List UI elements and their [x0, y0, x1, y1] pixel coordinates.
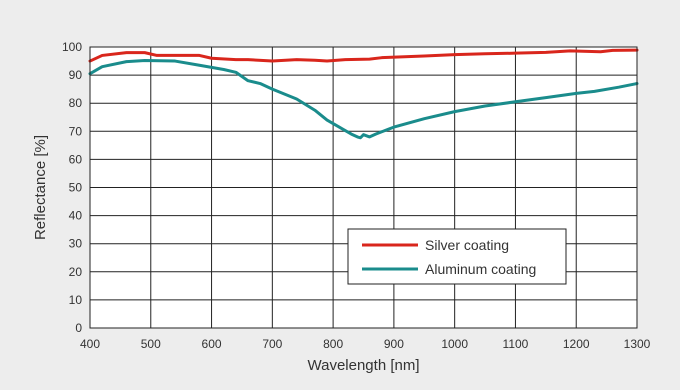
legend-label-aluminum: Aluminum coating [425, 261, 536, 277]
legend-box [347, 228, 567, 285]
y-tick-label: 40 [69, 209, 83, 223]
y-tick-label: 80 [69, 96, 83, 110]
x-tick-label: 1300 [624, 337, 651, 351]
x-tick-label: 1100 [503, 337, 529, 351]
aluminum-coating-line [88, 58, 639, 140]
x-tick-label: 1000 [441, 337, 468, 351]
plot-frame [89, 46, 638, 329]
x-tick-label: 700 [262, 337, 282, 351]
y-tick-label: 30 [69, 237, 83, 251]
x-tick-label: 800 [323, 337, 343, 351]
y-tick-label: 50 [69, 181, 83, 195]
y-tick-label: 70 [69, 124, 83, 138]
x-axis-title: Wavelength [nm] [308, 357, 420, 374]
x-tick-label: 900 [384, 337, 404, 351]
series-lines [88, 48, 639, 140]
y-tick-label: 90 [69, 68, 83, 82]
x-tick-label: 400 [80, 337, 100, 351]
y-tick-label: 20 [69, 265, 83, 279]
tick-labels: 400 500 600 700 800 900 1000 1100 1200 1300 0 10 20 3… [62, 40, 651, 351]
x-tick-label: 600 [202, 337, 222, 351]
y-tick-label: 0 [75, 321, 82, 335]
silver-coating-line [88, 48, 639, 63]
x-tick-label: 1200 [563, 337, 590, 351]
y-tick-label: 60 [69, 152, 83, 166]
y-tick-label: 100 [62, 40, 82, 54]
y-tick-label: 10 [69, 293, 83, 307]
x-tick-label: 500 [141, 337, 161, 351]
legend: Silver coating Aluminum coating [347, 228, 567, 285]
legend-label-silver: Silver coating [425, 237, 509, 253]
y-axis-title: Reflectance [%] [32, 135, 49, 240]
